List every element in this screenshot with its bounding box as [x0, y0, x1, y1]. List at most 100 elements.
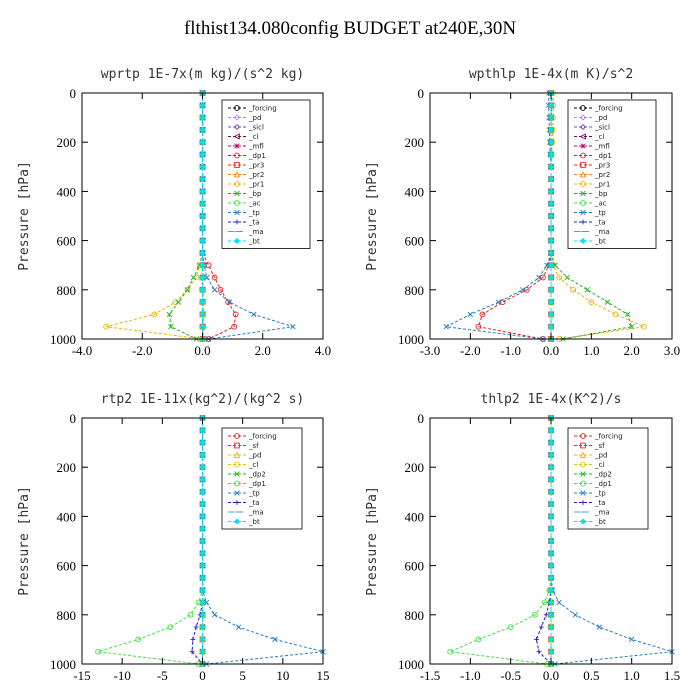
data-point — [547, 163, 555, 170]
y-tick-label: 800 — [57, 283, 77, 298]
data-point — [232, 311, 239, 318]
chart-title: wpthlp 1E-4x(m K)/s^2 — [469, 67, 633, 82]
data-point — [547, 212, 555, 220]
data-point — [199, 225, 206, 232]
data-point — [199, 188, 206, 195]
data-point — [199, 587, 206, 594]
legend-marker — [234, 190, 240, 197]
legend-marker — [233, 237, 241, 245]
data-point — [475, 636, 482, 643]
data-point — [199, 323, 206, 330]
data-point — [556, 599, 562, 606]
x-tick-label: -10 — [113, 668, 130, 683]
x-tick-label: 0.5 — [583, 668, 599, 683]
data-point — [520, 287, 526, 293]
legend-label: _dp2 — [594, 471, 612, 479]
y-axis-label: Pressure [hPa] — [365, 161, 380, 271]
data-point — [547, 176, 555, 183]
data-point — [103, 323, 109, 330]
data-point — [199, 102, 206, 109]
legend-marker — [580, 219, 586, 225]
legend-marker — [580, 442, 586, 449]
x-tick-label: -1.0 — [460, 668, 481, 683]
series-bt — [547, 414, 555, 668]
legend-marker — [234, 442, 240, 449]
series-tp — [443, 90, 554, 342]
y-tick-label: 400 — [57, 184, 77, 199]
legend-marker — [234, 490, 240, 496]
series-line — [105, 93, 203, 340]
data-point — [199, 562, 206, 569]
series-line — [97, 418, 203, 665]
data-point — [547, 464, 555, 471]
data-point — [199, 513, 206, 520]
chart-title: wprtp 1E-7x(m kg)/(s^2 kg) — [101, 67, 305, 82]
legend-marker — [579, 133, 586, 140]
x-tick-label: 4.0 — [315, 343, 331, 358]
legend: _forcing_pd_sicl_cl_mfl_dp1_pr3_pr2_pr1_… — [221, 99, 311, 249]
legend-label: _cl — [594, 461, 604, 469]
data-point — [570, 286, 577, 293]
series-dp1 — [95, 415, 206, 667]
data-point — [547, 451, 555, 458]
legend-label: _mfl — [248, 143, 264, 151]
legend-label: _dp1 — [594, 152, 612, 160]
data-point — [552, 262, 558, 268]
series-line — [168, 93, 203, 340]
data-point — [556, 274, 562, 281]
x-tick-label: 0 — [199, 668, 206, 683]
data-point — [538, 624, 544, 630]
data-point — [495, 299, 502, 305]
series-line — [550, 92, 646, 340]
y-tick-label: 200 — [57, 135, 77, 150]
legend-marker — [234, 152, 240, 159]
legend-marker — [234, 500, 240, 505]
data-point — [596, 624, 603, 630]
data-point — [95, 648, 101, 655]
y-tick-label: 0 — [418, 86, 425, 101]
data-point — [211, 612, 218, 618]
data-point — [547, 102, 555, 109]
data-point — [628, 323, 635, 330]
chart-panel-3: thlp2 1E-4x(K^2)/s Pressure [hPa] -1.5 -1.0… — [365, 392, 680, 683]
legend-label: _pd — [248, 114, 261, 122]
legend-label: _dp1 — [594, 480, 612, 488]
data-point — [547, 599, 555, 606]
legend-marker — [580, 190, 586, 197]
legend: _forcing_sf _pd_cl _dp2_dp1 _tp_ta _ma_bt — [221, 427, 303, 530]
data-point — [199, 151, 206, 158]
legend-marker — [580, 152, 586, 159]
data-point — [588, 299, 595, 305]
data-point — [199, 139, 206, 146]
data-point — [135, 636, 142, 643]
legend-label: _sicl — [248, 124, 264, 132]
legend-label: _tp — [248, 209, 260, 217]
x-tick-label: 0.0 — [543, 343, 559, 358]
data-point — [199, 286, 206, 293]
data-point — [547, 550, 555, 557]
data-point — [250, 311, 257, 318]
data-point — [204, 274, 210, 281]
y-tick-label: 600 — [405, 234, 425, 249]
data-point — [199, 200, 206, 207]
data-point — [547, 427, 555, 434]
data-point — [507, 624, 514, 630]
series-dp1 — [447, 415, 554, 667]
y-tick-label: 600 — [57, 559, 77, 574]
data-point — [547, 151, 555, 158]
chart-panel-1: wpthlp 1E-4x(m K)/s^2 Pressure [hPa] -3.0 -… — [365, 67, 680, 358]
legend-marker — [580, 461, 586, 468]
legend-label: _forcing — [594, 105, 623, 113]
page-title: flthist134.080config BUDGET at240E,30N — [183, 18, 517, 39]
series-dp1 — [475, 90, 554, 342]
legend-box — [221, 427, 303, 530]
legend-marker — [233, 133, 240, 140]
data-point — [290, 323, 296, 330]
legend-label: _bp — [594, 190, 608, 198]
x-tick-label: -5 — [157, 668, 168, 683]
y-tick-label: 600 — [57, 234, 77, 249]
legend: _forcing_sf _pd_cl _dp2_dp1 _tp_ta _ma_bt — [567, 427, 649, 530]
data-point — [547, 525, 555, 532]
y-axis-label: Pressure [hPa] — [365, 486, 380, 596]
x-tick-label: 1.0 — [583, 343, 599, 358]
